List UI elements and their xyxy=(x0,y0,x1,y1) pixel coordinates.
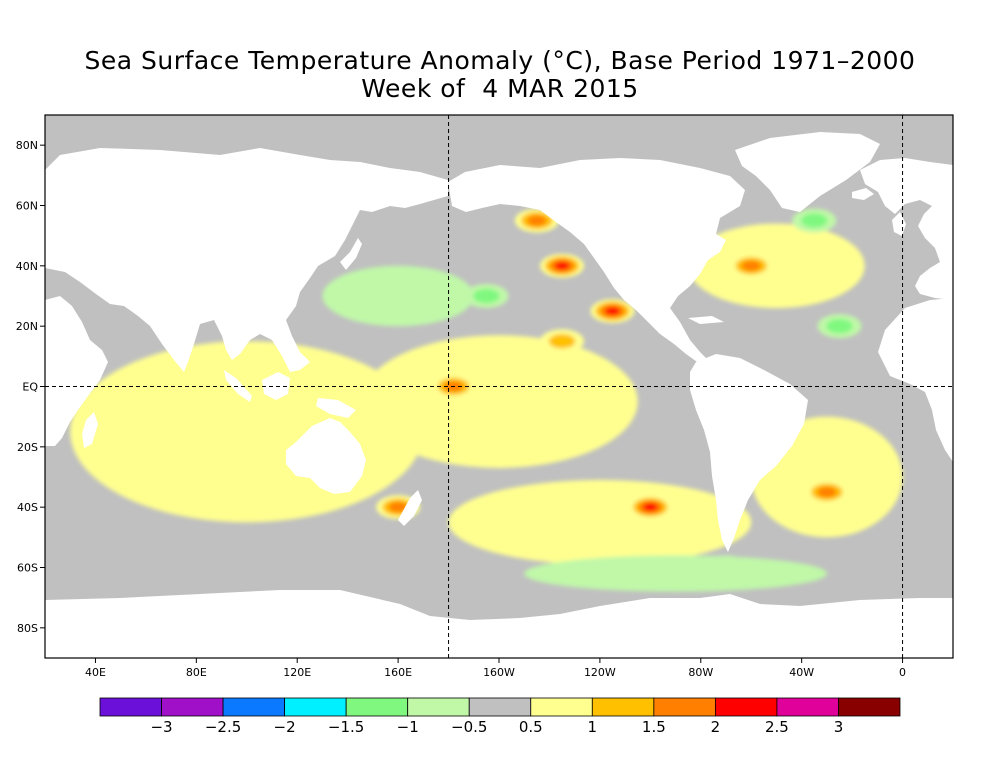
colorbar-swatch xyxy=(838,697,901,717)
land-layer xyxy=(45,132,953,658)
colorbar-label: 1 xyxy=(588,718,598,736)
new-guinea-land xyxy=(316,398,356,418)
lat-tick-label: 80S xyxy=(17,622,38,635)
lat-tick-label: 40N xyxy=(16,260,38,273)
lon-tick-label: 40E xyxy=(85,666,106,679)
africa-land-east xyxy=(45,296,108,446)
anomaly-north-atlantic-cool xyxy=(801,213,828,228)
colorbar-swatch xyxy=(591,697,655,717)
lon-tick-label: 160E xyxy=(384,666,412,679)
colorbar-label: −3 xyxy=(150,718,172,736)
lat-tick-label: 80N xyxy=(16,139,38,152)
anomaly-eastern-subtropical-atlantic-cool xyxy=(826,318,853,334)
anomaly-gulf-of-alaska-warm xyxy=(527,215,547,226)
anomaly-tasman-sea-warm xyxy=(388,502,408,513)
new-zealand-land xyxy=(398,490,422,526)
colorbar-swatch xyxy=(284,697,347,717)
colorbar-label: −0.5 xyxy=(451,718,487,736)
colorbar-swatch xyxy=(468,697,532,717)
lon-tick-label: 80W xyxy=(688,666,713,679)
colorbar: −3 −2.5 −2 −1.5 −1 −0.5 0.5 1 1.5 2 2.5 3 xyxy=(99,697,901,736)
lat-tick-label: EQ xyxy=(22,381,38,394)
colorbar-label: 3 xyxy=(834,718,844,736)
lon-tick-label: 120W xyxy=(584,666,616,679)
anomaly-shading xyxy=(360,335,638,468)
map-title: Sea Surface Temperature Anomaly (°C), Ba… xyxy=(84,46,916,75)
anomaly-north-pacific-cool xyxy=(473,288,500,304)
anomaly-shading xyxy=(448,480,752,565)
colorbar-label: −2.5 xyxy=(205,718,241,736)
lon-tick-label: 80E xyxy=(186,666,207,679)
anomaly-south-atlantic-warm xyxy=(817,486,837,498)
colorbar-label: 2 xyxy=(711,718,721,736)
colorbar-label: −1.5 xyxy=(328,718,364,736)
sumatra-land xyxy=(224,370,252,402)
colorbar-swatch xyxy=(161,697,224,717)
map-subtitle: Week of 4 MAR 2015 xyxy=(361,74,639,103)
anomaly-ne-pacific-warm-blob xyxy=(554,261,570,270)
longitude-labels: 40E 80E 120E 160E 160W 120W 80W 40W 0 xyxy=(85,658,906,679)
lon-tick-label: 120E xyxy=(283,666,311,679)
colorbar-swatch xyxy=(99,697,162,717)
caribbean-islands xyxy=(688,316,724,324)
anomaly-shading xyxy=(688,223,865,309)
lat-tick-label: 20N xyxy=(16,320,38,333)
colorbar-label: 2.5 xyxy=(765,718,789,736)
south-america-land xyxy=(690,354,808,552)
lat-tick-label: 60N xyxy=(16,200,38,213)
anomaly-tropical-north-pacific-warm xyxy=(548,334,576,349)
colorbar-swatch xyxy=(222,697,286,717)
colorbar-swatch xyxy=(776,697,839,717)
reference-lines xyxy=(45,115,953,658)
eurasia-land xyxy=(45,148,448,372)
latitude-labels: 80N 60N 40N 20N EQ 20S 40S 60S 80S xyxy=(16,139,45,635)
madagascar-land xyxy=(82,412,98,448)
lat-tick-label: 40S xyxy=(17,501,38,514)
africa-land-west xyxy=(878,298,953,462)
anomaly-northwest-atlantic-warm xyxy=(741,260,761,271)
antarctica-land xyxy=(45,590,953,658)
australia-land xyxy=(286,418,366,494)
lat-tick-label: 20S xyxy=(17,441,38,454)
colorbar-swatch xyxy=(714,697,778,717)
anomaly-east-of-japan-mixed xyxy=(350,268,395,293)
anomaly-shading xyxy=(524,555,827,592)
colorbar-label: 1.5 xyxy=(642,718,666,736)
lat-tick-label: 60S xyxy=(17,562,38,575)
anomaly-shading xyxy=(70,341,424,523)
colorbar-label: −2 xyxy=(274,718,296,736)
lon-tick-label: 0 xyxy=(899,666,906,679)
anomaly-southern-ocean-cool xyxy=(704,555,748,580)
japan-land xyxy=(340,238,362,270)
anomaly-indian-ocean-warm xyxy=(212,404,257,429)
colorbar-label: 0.5 xyxy=(519,718,543,736)
colorbar-label: −1 xyxy=(397,718,419,736)
anomaly-southeast-pacific-warm xyxy=(643,503,658,512)
lon-tick-label: 160W xyxy=(483,666,515,679)
lon-tick-label: 40W xyxy=(789,666,814,679)
colorbar-swatch xyxy=(653,697,716,717)
iceland-land xyxy=(852,188,874,200)
colorbar-swatch xyxy=(345,697,409,717)
anomaly-shading xyxy=(322,265,474,327)
greenland-land xyxy=(735,132,880,212)
europe-land xyxy=(860,158,953,300)
anomaly-baja-california-warm xyxy=(605,307,620,316)
colorbar-swatch xyxy=(407,697,470,717)
north-america-land xyxy=(448,158,745,364)
colorbar-swatch xyxy=(530,697,593,717)
